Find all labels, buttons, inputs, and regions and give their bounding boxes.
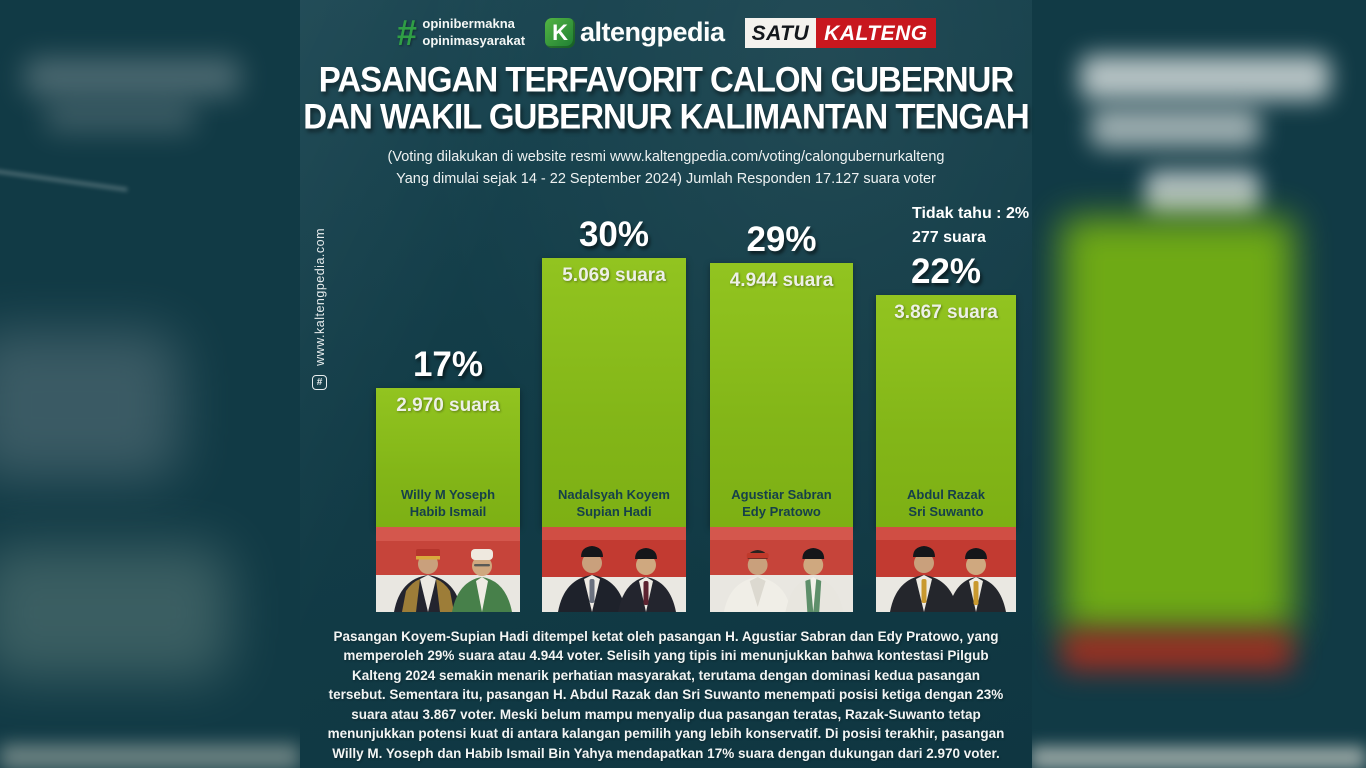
background-blur-blob bbox=[0, 545, 230, 680]
hashtag-text: opinibermakna opinimasyarakat bbox=[422, 16, 525, 50]
candidate-name-1: Willy M Yoseph bbox=[400, 486, 496, 502]
background-blur-strip bbox=[1030, 746, 1366, 768]
candidate-names: Nadalsyah Koyem Supian Hadi bbox=[558, 486, 670, 521]
kaltengpedia-label: altengpedia bbox=[580, 17, 725, 48]
background-blur-blob bbox=[45, 102, 195, 132]
logo-satukalteng: SATU KALTENG bbox=[744, 17, 936, 48]
logo-row: # opinibermakna opinimasyarakat K alteng… bbox=[300, 11, 1032, 53]
title-line-2: DAN WAKIL GUBERNUR KALIMANTAN TENGAH bbox=[303, 96, 1029, 137]
hashtag-line-1: opinibermakna bbox=[422, 16, 515, 31]
candidate-names: Willy M Yoseph Habib Ismail bbox=[401, 486, 495, 521]
background-blur-strip bbox=[0, 744, 300, 768]
background-crease-line bbox=[0, 168, 128, 192]
bar-column-agustiar-edy: 29% 4.944 suara Agustiar Sabran Edy Prat… bbox=[710, 220, 853, 612]
kaltengpedia-k-icon: K bbox=[545, 17, 576, 48]
background-blur-blob bbox=[1145, 170, 1260, 216]
votes-label: 2.970 suara bbox=[396, 395, 500, 416]
percent-label: 29% bbox=[746, 220, 817, 259]
background-blur-blob bbox=[1090, 108, 1260, 148]
watermark-vertical: www.kaltengpedia.com # bbox=[312, 228, 327, 390]
footer-paragraph: Pasangan Koyem-Supian Hadi ditempel keta… bbox=[327, 629, 1005, 761]
candidate-name-1: Nadalsyah Koyem bbox=[558, 486, 670, 502]
bar: 4.944 suara Agustiar Sabran Edy Pratowo bbox=[710, 263, 853, 527]
title-line-1: PASANGAN TERFAVORIT CALON GUBERNUR bbox=[318, 59, 1014, 100]
percent-label: 30% bbox=[578, 215, 650, 254]
percent-label: 17% bbox=[412, 345, 484, 384]
bar-column-razak-suwanto: 22% 3.867 suara Abdul Razak Sri Suwanto bbox=[876, 252, 1016, 612]
watermark-url: www.kaltengpedia.com bbox=[312, 228, 327, 366]
globe-icon: # bbox=[312, 374, 327, 390]
logo-kaltengpedia: K altengpedia bbox=[545, 17, 725, 48]
bar: 3.867 suara Abdul Razak Sri Suwanto bbox=[876, 295, 1016, 527]
hashtag-icon: # bbox=[396, 11, 417, 53]
candidate-name-1: Abdul Razak bbox=[906, 486, 985, 502]
hashtag-line-2: opinimasyarakat bbox=[422, 32, 526, 48]
background-blur-blob bbox=[25, 58, 240, 96]
candidate-name-2: Supian Hadi bbox=[576, 504, 652, 520]
note-line-2: 277 suara bbox=[912, 229, 986, 246]
candidate-name-2: Habib Ismail bbox=[409, 504, 487, 520]
candidates-photo bbox=[876, 527, 1016, 612]
bar: 5.069 suara Nadalsyah Koyem Supian Hadi bbox=[542, 258, 686, 527]
candidate-names: Agustiar Sabran Edy Pratowo bbox=[731, 486, 831, 521]
bar-column-willy-habib: 17% 2.970 suara Willy M Yoseph Habib Ism… bbox=[376, 345, 520, 612]
candidates-photo bbox=[710, 527, 853, 612]
votes-label: 3.867 suara bbox=[894, 302, 998, 323]
candidates-photo bbox=[376, 527, 520, 612]
poster: # opinibermakna opinimasyarakat K alteng… bbox=[300, 0, 1032, 768]
background-blur-green-bar bbox=[1062, 218, 1294, 633]
background-blur-blob bbox=[1080, 55, 1330, 100]
bar: 2.970 suara Willy M Yoseph Habib Ismail bbox=[376, 388, 520, 527]
votes-label: 4.944 suara bbox=[729, 270, 834, 291]
subtitle: (Voting dilakukan di website resmi www.k… bbox=[310, 147, 1022, 191]
percent-label: 22% bbox=[910, 252, 982, 291]
bar-column-koyem-supian: 30% 5.069 suara Nadalsyah Koyem Supian H… bbox=[542, 215, 686, 612]
candidate-name-2: Sri Suwanto bbox=[908, 504, 984, 520]
subtitle-line-1: (Voting dilakukan di website resmi www.k… bbox=[387, 149, 945, 165]
kalteng-badge: KALTENG bbox=[816, 17, 936, 48]
background-blur-red-strip bbox=[1062, 632, 1292, 670]
page-title: PASANGAN TERFAVORIT CALON GUBERNUR DAN W… bbox=[300, 59, 1032, 137]
note-tidak-tahu: Tidak tahu : 2% 277 suara bbox=[912, 202, 1062, 250]
logo-opini: # opinibermakna opinimasyarakat bbox=[396, 11, 525, 53]
candidates-photo bbox=[542, 527, 686, 612]
note-line-1: Tidak tahu : 2% bbox=[912, 205, 1030, 222]
satu-badge: SATU bbox=[744, 17, 817, 48]
votes-label: 5.069 suara bbox=[562, 265, 666, 286]
subtitle-line-2: Yang dimulai sejak 14 - 22 September 202… bbox=[396, 170, 936, 187]
candidate-name-1: Agustiar Sabran bbox=[731, 486, 832, 502]
candidate-name-2: Edy Pratowo bbox=[742, 504, 821, 520]
candidate-names: Abdul Razak Sri Suwanto bbox=[907, 486, 985, 521]
background-blur-blob bbox=[0, 330, 180, 480]
